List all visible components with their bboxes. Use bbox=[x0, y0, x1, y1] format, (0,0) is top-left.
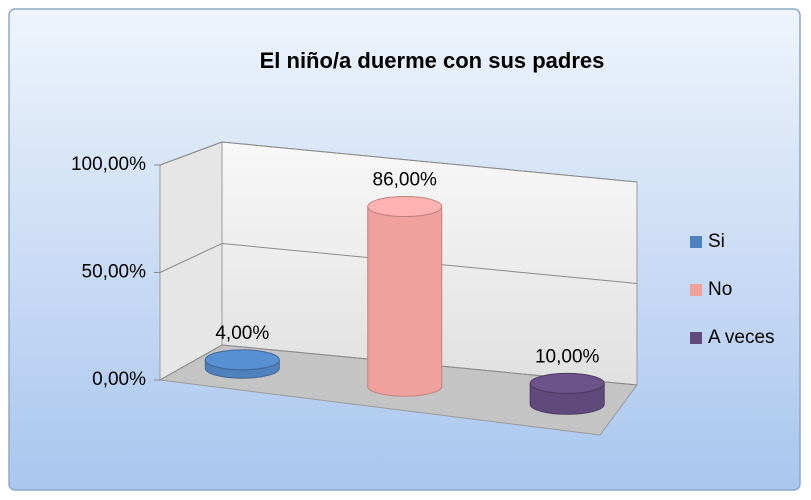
data-label: 10,00% bbox=[535, 346, 600, 367]
legend-swatch bbox=[690, 236, 702, 248]
side-wall bbox=[159, 141, 223, 381]
cylinder-top bbox=[529, 372, 605, 394]
grid-line bbox=[159, 344, 638, 386]
y-tick-label: 0,00% bbox=[92, 369, 146, 390]
grid-line bbox=[159, 242, 638, 284]
legend-label: A veces bbox=[708, 327, 775, 348]
legend-label: No bbox=[708, 279, 732, 300]
legend-swatch bbox=[690, 284, 702, 296]
y-tick-label: 100,00% bbox=[71, 154, 146, 175]
data-label: 4,00% bbox=[215, 323, 269, 344]
cylinder-top bbox=[204, 349, 280, 371]
chart-title: El niño/a duerme con sus padres bbox=[260, 48, 605, 73]
legend-swatch bbox=[690, 332, 702, 344]
legend-label: Si bbox=[708, 231, 725, 252]
cylinder bbox=[367, 206, 443, 397]
grid-line bbox=[159, 141, 638, 183]
data-label: 86,00% bbox=[373, 170, 438, 191]
cylinder-top bbox=[367, 196, 443, 218]
y-tick-label: 50,00% bbox=[82, 262, 147, 283]
